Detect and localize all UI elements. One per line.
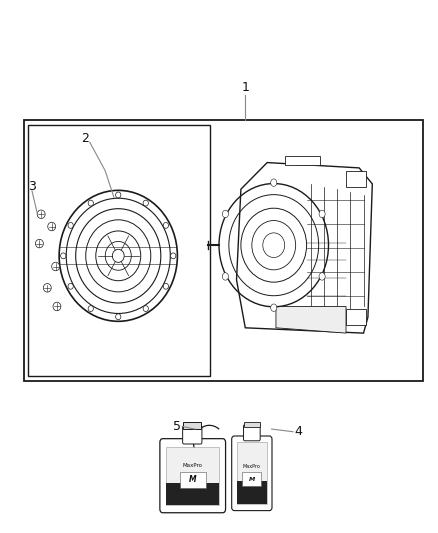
Circle shape [271,304,277,311]
Bar [242,472,261,486]
Ellipse shape [88,200,93,206]
Ellipse shape [53,302,61,311]
Bar [346,171,366,187]
Circle shape [271,179,277,187]
Bar [166,447,219,505]
Bar [285,156,320,165]
Text: 3: 3 [28,180,36,193]
Bar [166,483,219,505]
Ellipse shape [60,253,66,259]
Bar [180,472,206,488]
Ellipse shape [68,222,73,228]
Ellipse shape [116,192,121,198]
Ellipse shape [48,222,56,231]
Text: 5: 5 [173,420,181,433]
PathPatch shape [237,163,372,333]
Text: 2: 2 [81,132,89,145]
Bar [346,309,366,325]
Text: MaxPro: MaxPro [243,464,261,470]
Ellipse shape [43,284,51,292]
Text: MaxPro: MaxPro [183,463,203,468]
Ellipse shape [143,200,148,206]
Bar [183,422,201,429]
Ellipse shape [35,239,43,248]
Bar [237,481,267,504]
Bar [237,442,267,504]
Bar [28,125,210,376]
Ellipse shape [116,314,121,320]
PathPatch shape [276,306,346,333]
FancyBboxPatch shape [183,426,202,444]
FancyBboxPatch shape [160,439,226,513]
Ellipse shape [52,262,60,271]
Bar [244,422,260,427]
Circle shape [223,210,229,217]
Ellipse shape [68,284,73,289]
Circle shape [223,273,229,280]
Ellipse shape [171,253,176,259]
FancyBboxPatch shape [232,436,272,511]
Text: 1: 1 [241,82,249,94]
Ellipse shape [88,305,93,311]
Text: M: M [249,477,255,482]
Circle shape [319,273,325,280]
Text: M: M [189,475,197,484]
Ellipse shape [163,284,169,289]
FancyBboxPatch shape [244,425,260,441]
Circle shape [319,210,325,217]
Ellipse shape [37,210,45,219]
Ellipse shape [143,305,148,311]
Text: 4: 4 [294,425,302,438]
Bar [24,120,423,381]
Ellipse shape [163,222,169,228]
